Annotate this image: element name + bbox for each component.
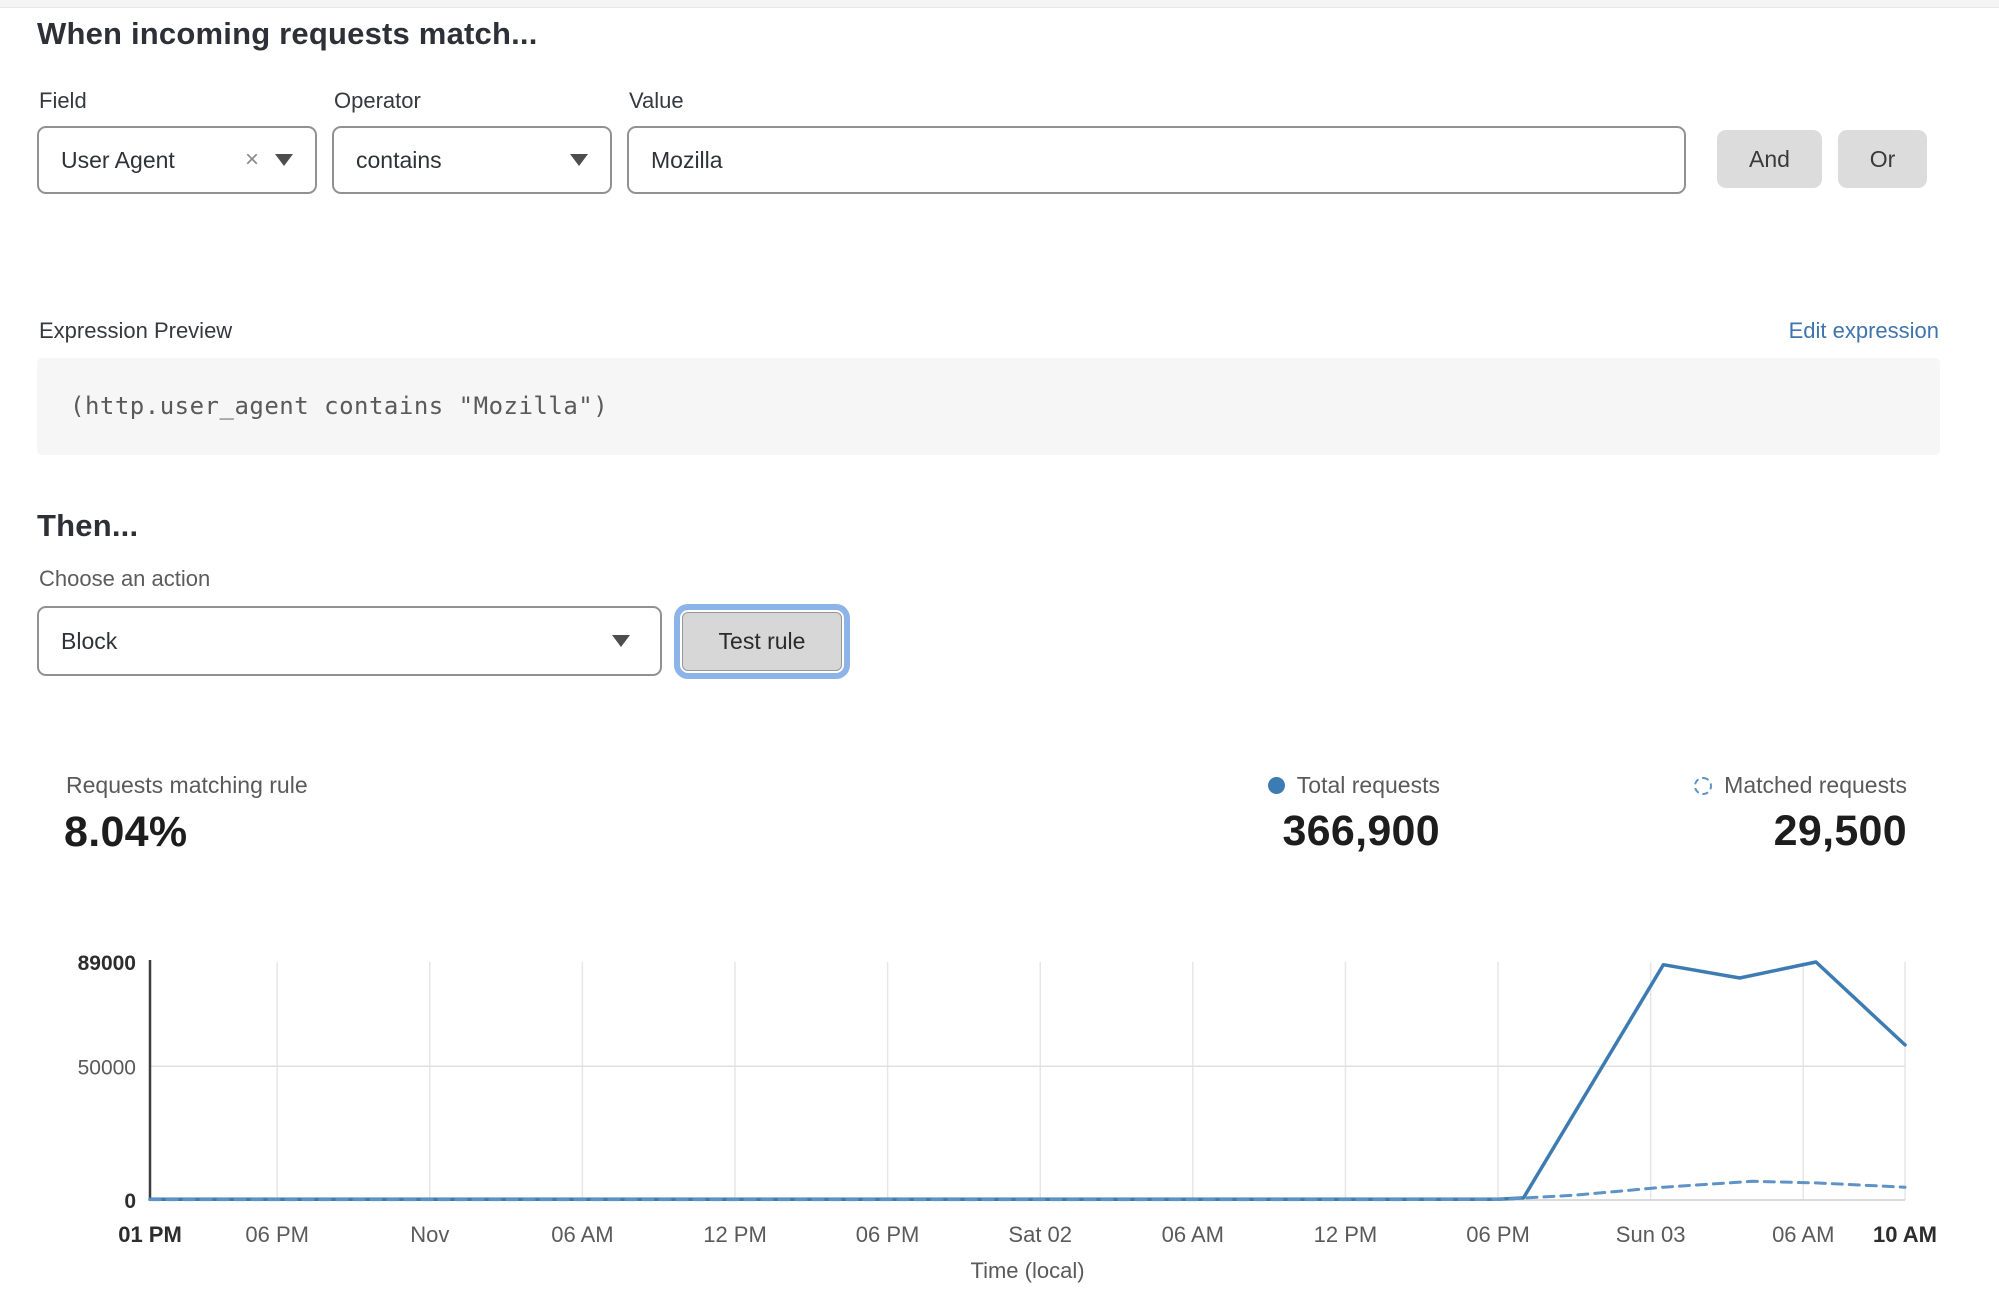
chevron-down-icon: [612, 635, 630, 647]
y-axis-tick-label: 0: [124, 1190, 136, 1213]
x-axis-tick-label: 06 AM: [551, 1222, 613, 1247]
top-divider: [0, 0, 1999, 8]
x-axis-title: Time (local): [970, 1258, 1084, 1283]
field-select-value: User Agent: [61, 146, 175, 173]
then-heading: Then...: [37, 508, 139, 543]
total-requests-dot-icon: [1267, 777, 1285, 794]
total-requests-line: [148, 960, 1907, 1201]
and-button[interactable]: And: [1717, 130, 1822, 188]
x-axis-tick-label: 06 AM: [1162, 1222, 1224, 1247]
matching-rule-label: Requests matching rule: [66, 772, 308, 798]
expression-preview-box: (http.user_agent contains "Mozilla"): [37, 358, 1940, 455]
x-axis-tick-label: 01 PM: [118, 1222, 182, 1247]
total-requests-label: Total requests: [1296, 772, 1440, 798]
value-label: Value: [629, 88, 684, 113]
matched-requests-legend: Matched requests 29,500: [1487, 772, 1907, 856]
total-requests-value: 366,900: [1282, 807, 1440, 855]
operator-label: Operator: [334, 88, 421, 113]
field-label: Field: [39, 88, 87, 113]
field-select[interactable]: User Agent ×: [37, 126, 317, 194]
or-button[interactable]: Or: [1838, 130, 1927, 188]
rule-match-heading: When incoming requests match...: [37, 16, 538, 51]
x-axis-tick-label: Nov: [410, 1222, 449, 1247]
clear-field-icon[interactable]: ×: [244, 146, 259, 173]
expression-code: (http.user_agent contains "Mozilla"): [70, 392, 609, 420]
chevron-down-icon: [570, 154, 588, 166]
x-axis-tick-label: 06 AM: [1772, 1222, 1834, 1247]
matching-rule-value: 8.04%: [64, 808, 188, 856]
y-axis-tick-label: 89000: [78, 952, 136, 975]
requests-line-chart: 0 50000 89000 01 PM 06 PM Nov 06 AM 12 PM 06 PM S…: [78, 952, 1937, 1283]
chevron-down-icon: [275, 154, 293, 166]
x-axis-tick-label: 06 PM: [245, 1222, 309, 1247]
test-rule-button[interactable]: Test rule: [682, 612, 842, 671]
x-axis-tick-label: 10 AM: [1873, 1222, 1937, 1247]
expression-preview-label: Expression Preview: [39, 318, 233, 343]
matched-requests-dashed-circle-icon: [1694, 776, 1713, 795]
action-select[interactable]: Block: [37, 606, 662, 676]
matched-requests-line: [148, 1179, 1907, 1202]
matched-requests-label: Matched requests: [1724, 772, 1907, 798]
x-axis-tick-label: Sun 03: [1616, 1222, 1686, 1247]
edit-expression-link[interactable]: Edit expression: [1788, 318, 1939, 343]
x-axis-tick-label: 06 PM: [1466, 1222, 1530, 1247]
total-requests-legend: Total requests 366,900: [1040, 772, 1440, 856]
operator-select[interactable]: contains: [332, 126, 612, 194]
action-select-value: Block: [61, 627, 118, 654]
matched-requests-value: 29,500: [1773, 807, 1907, 855]
value-input[interactable]: [627, 126, 1686, 194]
choose-action-label: Choose an action: [39, 566, 211, 591]
x-axis-tick-label: Sat 02: [1008, 1222, 1072, 1247]
x-axis-tick-label: 06 PM: [856, 1222, 920, 1247]
x-axis-tick-label: 12 PM: [703, 1222, 767, 1247]
x-axis-tick-label: 12 PM: [1314, 1222, 1378, 1247]
y-axis-tick-label: 50000: [78, 1056, 136, 1079]
operator-select-value: contains: [356, 146, 442, 173]
